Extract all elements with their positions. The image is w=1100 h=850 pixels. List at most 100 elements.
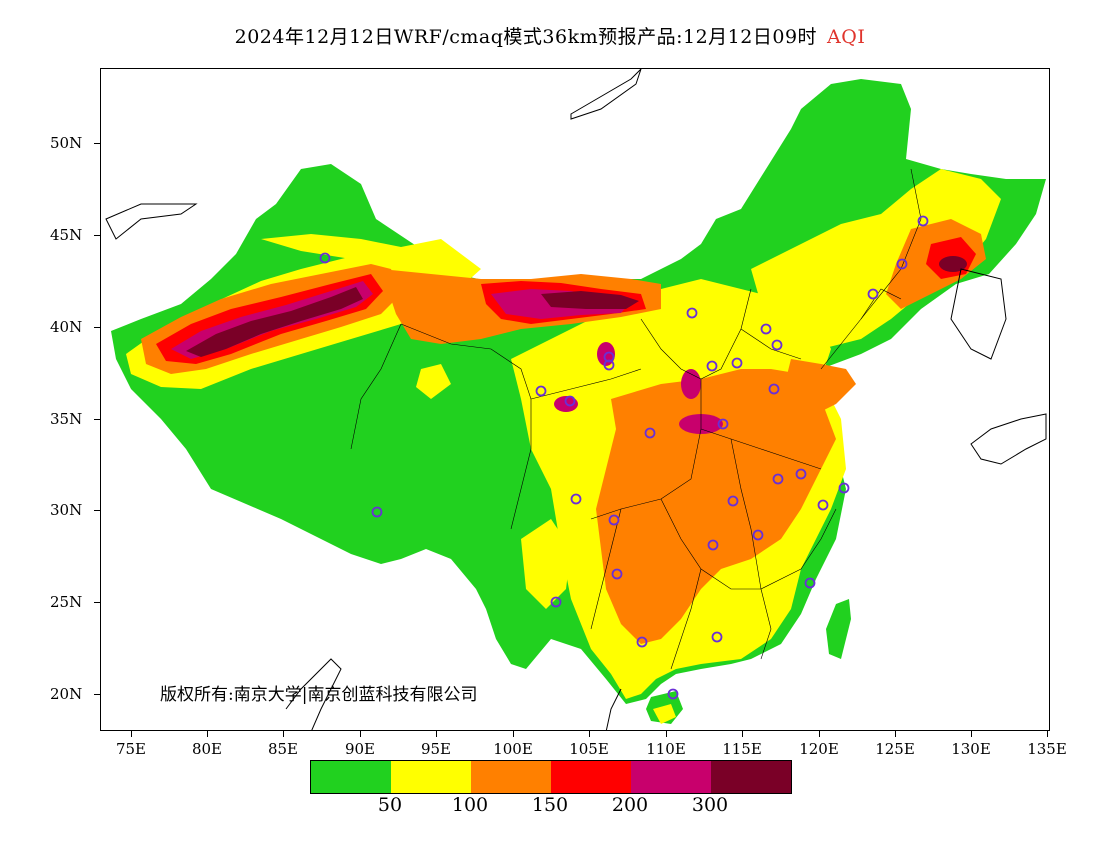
lon-tick: [436, 731, 437, 737]
lon-label-125e: 125E: [875, 740, 915, 758]
foreign-land-kazakhstan: [105, 203, 198, 240]
station-marker: [772, 473, 784, 485]
aqi-hazardous-hexi: [541, 291, 639, 309]
aqi-usg-central: [596, 369, 836, 644]
station-marker: [867, 288, 879, 300]
map-title: 2024年12月12日WRF/cmaq模式36km预报产品:12月12日09时 A…: [0, 22, 1100, 49]
monitoring-stations: [319, 215, 929, 700]
foreign-land-lake: [570, 69, 642, 120]
station-marker: [917, 215, 929, 227]
lat-tick: [94, 419, 100, 420]
hainan-yellow: [653, 704, 676, 724]
lon-label-135e: 135E: [1027, 740, 1067, 758]
lon-tick: [589, 731, 590, 737]
taiwan-island: [826, 599, 851, 659]
aqi-moderate-tibet: [416, 364, 451, 399]
station-marker: [771, 339, 783, 351]
color-legend: [310, 760, 792, 794]
station-marker: [564, 395, 576, 407]
station-marker: [611, 568, 623, 580]
lat-tick: [94, 602, 100, 603]
legend-swatch-unhealthy: [551, 761, 631, 793]
station-marker: [727, 495, 739, 507]
station-marker: [752, 529, 764, 541]
lon-tick: [207, 731, 208, 737]
station-marker: [603, 359, 615, 371]
legend-label-150: 150: [531, 794, 569, 816]
lon-label-110e: 110E: [646, 740, 686, 758]
station-marker: [603, 351, 615, 363]
station-marker: [707, 539, 719, 551]
lon-label-105e: 105E: [569, 740, 609, 758]
foreign-land-korea: [950, 268, 1007, 360]
aqi-map: [105, 69, 1047, 730]
lon-tick: [971, 731, 972, 737]
lon-label-80e: 80E: [191, 740, 223, 758]
lon-label-85e: 85E: [267, 740, 299, 758]
station-marker: [711, 631, 723, 643]
lat-label-50n: 50N: [50, 134, 83, 152]
station-marker: [608, 514, 620, 526]
legend-swatch-moderate: [391, 761, 471, 793]
aqi-usg-shandong: [786, 359, 856, 414]
station-marker: [706, 360, 718, 372]
lat-label-30n: 30N: [50, 501, 83, 519]
lat-tick: [94, 143, 100, 144]
station-marker: [371, 506, 383, 518]
lon-tick: [895, 731, 896, 737]
station-marker: [644, 427, 656, 439]
station-marker: [760, 323, 772, 335]
station-marker: [896, 258, 908, 270]
station-marker: [636, 636, 648, 648]
legend-label-200: 200: [611, 794, 649, 816]
station-marker: [768, 383, 780, 395]
lon-label-75e: 75E: [115, 740, 147, 758]
station-marker: [686, 307, 698, 319]
copyright-notice: 版权所有:南京大学|南京创蓝科技有限公司: [160, 685, 478, 705]
lat-label-25n: 25N: [50, 593, 83, 611]
lon-label-130e: 130E: [951, 740, 991, 758]
legend-swatch-good: [311, 761, 391, 793]
lat-tick: [94, 327, 100, 328]
foreign-land-vietnam: [285, 658, 622, 730]
station-marker: [319, 252, 331, 264]
legend-swatch-very-unhealthy: [631, 761, 711, 793]
station-marker: [570, 493, 582, 505]
lon-tick: [360, 731, 361, 737]
foreign-land-japan: [970, 413, 1047, 465]
station-marker: [717, 418, 729, 430]
lon-label-90e: 90E: [344, 740, 376, 758]
lon-tick: [666, 731, 667, 737]
station-marker: [795, 468, 807, 480]
station-marker: [667, 688, 679, 700]
lat-tick: [94, 235, 100, 236]
legend-label-50: 50: [377, 794, 403, 816]
title-variable: AQI: [827, 26, 866, 48]
station-marker: [731, 357, 743, 369]
hotspot-shanxi: [681, 369, 701, 399]
lat-label-45n: 45N: [50, 226, 83, 244]
station-marker: [535, 385, 547, 397]
lon-label-120e: 120E: [799, 740, 839, 758]
lon-tick: [819, 731, 820, 737]
lon-tick: [742, 731, 743, 737]
lon-tick: [513, 731, 514, 737]
aqi-hazardous-west: [186, 287, 363, 357]
lon-label-95e: 95E: [420, 740, 452, 758]
lat-label-40n: 40N: [50, 318, 83, 336]
station-marker: [550, 596, 562, 608]
lon-label-115e: 115E: [722, 740, 762, 758]
legend-swatch-usg: [471, 761, 551, 793]
lon-tick: [131, 731, 132, 737]
aqi-moderate-yunnan: [521, 519, 571, 609]
map-frame: [100, 68, 1050, 731]
station-marker: [838, 482, 850, 494]
aqi-moderate-northeast: [751, 169, 1001, 349]
lon-tick: [283, 731, 284, 737]
lat-tick: [94, 510, 100, 511]
lat-label-35n: 35N: [50, 410, 83, 428]
lat-tick: [94, 694, 100, 695]
lat-label-20n: 20N: [50, 685, 83, 703]
station-marker: [804, 577, 816, 589]
legend-label-300: 300: [691, 794, 729, 816]
